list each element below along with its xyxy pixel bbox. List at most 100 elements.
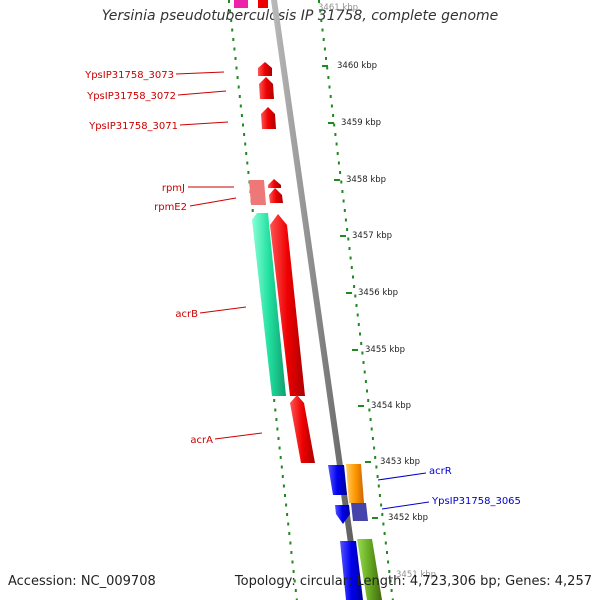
tick-label-3453: 3453 kbp: [380, 457, 420, 467]
track-dot-left: [236, 76, 239, 79]
tick-label-3458: 3458 kbp: [346, 175, 386, 185]
track-dot-left: [289, 541, 292, 545]
gene-acrr: [346, 464, 364, 503]
tick-label-3461: 3461 kbp: [318, 3, 358, 13]
track-dot-left: [240, 114, 243, 117]
track-dot-left: [280, 465, 283, 469]
track-dot-right: [323, 47, 326, 51]
track-dot-right: [353, 285, 356, 288]
track-dot-right: [341, 190, 344, 193]
tick-label-3452: 3452 kbp: [388, 513, 428, 523]
gene-label-rpme2: rpmE2: [154, 202, 187, 213]
track-dot-right: [363, 370, 366, 374]
track-dot-right: [384, 541, 387, 545]
gene-acrb-teal: [252, 213, 286, 396]
track-dot-right: [371, 437, 374, 440]
track-dot-left: [291, 560, 294, 564]
track-dot-right: [326, 66, 329, 70]
track-dot-right: [348, 247, 351, 250]
track-dot-right: [350, 266, 353, 269]
gene-ypsip31758-3072: [259, 77, 274, 99]
tick-label-3460: 3460 kbp: [337, 61, 377, 71]
map-title: Yersinia pseudotuberculosis IP 31758, co…: [101, 8, 499, 24]
tick-marks: [322, 65, 378, 519]
track-dot-left: [294, 589, 297, 592]
gene-ypsip31758-3071: [261, 107, 276, 129]
track-dot-left: [292, 570, 295, 573]
track-dot-right: [321, 28, 324, 32]
track-dot-left: [287, 522, 290, 526]
track-dot-right: [390, 589, 393, 592]
track-dot-left: [275, 418, 278, 421]
track-dot-right: [391, 598, 394, 600]
track-dot-left: [231, 28, 234, 32]
track-dot-right: [325, 57, 327, 60]
track-dot-right: [335, 142, 338, 146]
track-dot-right: [318, 0, 320, 3]
tick-label-3459: 3459 kbp: [341, 118, 381, 128]
track-dot-left: [235, 66, 238, 70]
gene-label-ypsip31758-3065: YpsIP31758_3065: [431, 496, 521, 507]
track-dot-right: [343, 209, 346, 212]
track-dot-right: [339, 171, 342, 174]
tick-label-3451: 3451 kbp: [396, 570, 436, 580]
track-dot-left: [244, 142, 247, 146]
track-dot-right: [329, 95, 332, 98]
track-dot-left: [276, 427, 279, 431]
track-dot-left: [251, 209, 254, 212]
track-dot-left: [281, 475, 284, 478]
track-dot-left: [273, 399, 276, 402]
track-dot-right: [381, 513, 384, 516]
track-dot-left: [282, 484, 285, 488]
track-dot-left: [238, 95, 241, 98]
track-dot-right: [370, 427, 373, 431]
track-dot-right: [377, 484, 380, 488]
track-dot-right: [362, 361, 365, 364]
track-dot-left: [284, 494, 286, 497]
track-dot-right: [344, 218, 347, 222]
gene-acra: [290, 395, 315, 463]
track-dot-right: [340, 180, 343, 184]
topology-text: Topology: circular; Length: 4,723,306 bp…: [234, 574, 592, 589]
track-dot-right: [360, 342, 363, 345]
track-dot-right: [380, 503, 383, 507]
track-dot-right: [334, 133, 337, 136]
track-dot-right: [367, 399, 370, 402]
track-dot-right: [383, 532, 386, 535]
track-dot-right: [337, 161, 340, 165]
track-dot-left: [242, 123, 244, 127]
accession-text: Accession: NC_009708: [8, 574, 156, 589]
gene-label-acrr: acrR: [429, 466, 452, 477]
tick-label-3456: 3456 kbp: [358, 288, 398, 298]
gene-olive: [357, 539, 382, 600]
tick-label-3457: 3457 kbp: [352, 231, 392, 241]
track-dot-left: [237, 85, 240, 89]
track-dot-left: [286, 513, 289, 516]
track-dot-right: [333, 123, 336, 127]
gene-label-acra: acrA: [190, 435, 213, 446]
genome-backbone: [271, 0, 362, 600]
track-dot-right: [319, 9, 322, 13]
gene-rpme2: [269, 188, 283, 203]
track-dot-right: [352, 275, 354, 279]
track-dot-right: [355, 304, 358, 307]
track-dot-right: [356, 313, 359, 317]
track-dots-right: [318, 0, 394, 600]
track-dot-right: [346, 228, 349, 231]
gene-blue-2: [335, 505, 350, 524]
track-dot-left: [233, 47, 236, 51]
track-dot-right: [378, 494, 381, 497]
track-dot-right: [388, 570, 391, 573]
tick-labels: 3461 kbp 3460 kbp 3459 kbp 3458 kbp 3457…: [318, 3, 436, 580]
gene-rpmj: [249, 180, 266, 205]
track-dot-right: [361, 351, 364, 355]
track-dot-right: [382, 522, 385, 526]
gene-ypsip31758-3065: [351, 503, 368, 521]
gene-magenta-partial: [234, 0, 248, 8]
gene-label-ypsip31758-3073: YpsIP31758_3073: [84, 70, 174, 81]
track-dot-right: [320, 19, 323, 22]
track-dot-right: [328, 85, 331, 89]
track-dot-right: [322, 38, 325, 41]
track-dot-left: [245, 152, 248, 155]
track-dot-left: [247, 171, 250, 174]
